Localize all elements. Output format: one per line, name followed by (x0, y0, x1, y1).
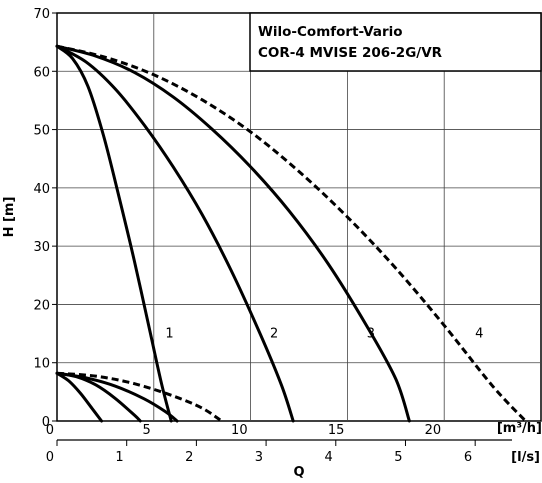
title-line-2: COR-4 MVISE 206-2G/VR (258, 45, 443, 61)
y-tick-label: 60 (33, 65, 50, 80)
x-tick-label-m3h: 0 (46, 423, 54, 438)
y-axis-label: H [m] (2, 197, 17, 238)
x-tick-label-ls: 3 (255, 450, 263, 465)
title-box: Wilo-Comfort-Vario COR-4 MVISE 206-2G/VR (249, 12, 542, 72)
y-tick-label: 0 (42, 415, 50, 430)
x-tick-label-ls: 2 (185, 450, 193, 465)
y-axis-ticks: 0 10 20 30 40 50 60 70 (33, 7, 57, 430)
y-tick-label: 30 (33, 240, 50, 255)
x-tick-label-ls: 1 (115, 450, 123, 465)
x-tick-label-m3h: 20 (425, 423, 442, 438)
series-line-1 (55, 44, 173, 423)
curves (55, 44, 527, 423)
title-line-1: Wilo-Comfort-Vario (258, 24, 403, 40)
curve-label-1: 1 (165, 326, 173, 341)
x-axis-label: Q (293, 465, 304, 480)
x-tick-label-m3h: 10 (231, 423, 248, 438)
series-line-small-6 (55, 371, 179, 423)
x-axis-ticks-m3h: 0 5 10 15 20 (46, 423, 441, 438)
x-tick-label-ls: 6 (464, 450, 472, 465)
x-tick-label-ls: 4 (325, 450, 333, 465)
x-tick-label-ls: 0 (46, 450, 54, 465)
curve-label-2: 2 (270, 326, 278, 341)
series-line-2 (55, 44, 295, 423)
y-tick-label: 70 (33, 7, 50, 22)
y-tick-label: 40 (33, 182, 50, 197)
x-unit-m3h: [m³/h] (497, 421, 542, 436)
series-line-small-7 (56, 371, 223, 423)
y-tick-label: 50 (33, 124, 50, 139)
series-line-4 (56, 44, 527, 423)
series-line-small-4 (55, 371, 104, 423)
y-tick-label: 10 (33, 357, 50, 372)
x-tick-label-m3h: 5 (143, 423, 151, 438)
series-line-3 (55, 44, 411, 423)
plot-area (56, 12, 542, 422)
x-axis-ticks-ls: 0 1 2 3 4 5 6 (46, 440, 476, 465)
curve-label-3: 3 (367, 326, 375, 341)
x-tick-label-m3h: 15 (328, 423, 345, 438)
x-tick-label-ls: 5 (394, 450, 402, 465)
y-tick-label: 20 (33, 298, 50, 313)
curve-labels: 1 2 3 4 (165, 326, 483, 341)
x-unit-ls: [l/s] (511, 450, 540, 465)
curve-label-4: 4 (475, 326, 483, 341)
